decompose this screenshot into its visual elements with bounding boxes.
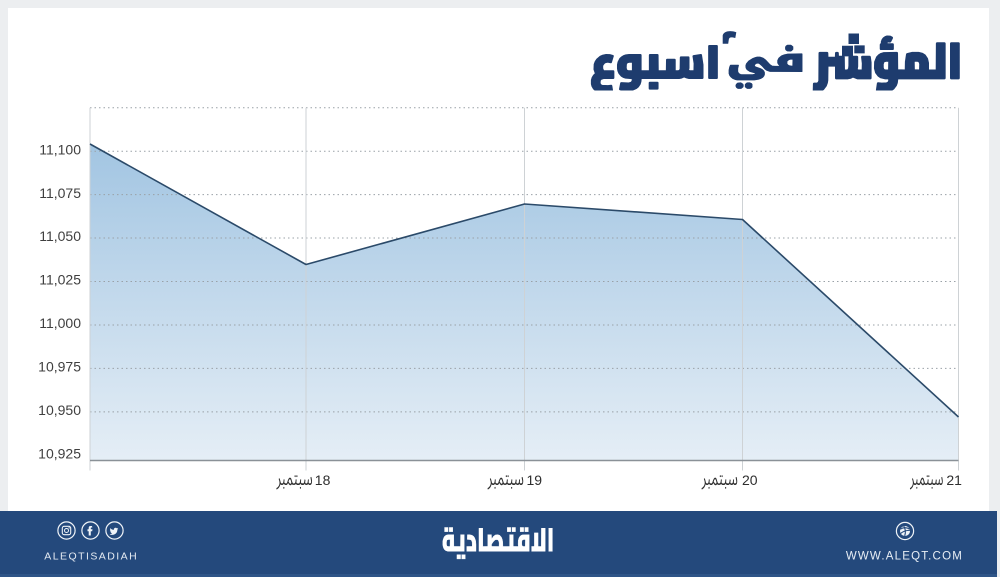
svg-text:11,025: 11,025 — [39, 272, 81, 288]
svg-text:19: 19 — [527, 472, 543, 488]
svg-text:10,925: 10,925 — [38, 446, 81, 462]
svg-text:11,000: 11,000 — [39, 315, 81, 331]
svg-text:21: 21 — [946, 472, 962, 488]
svg-text:10,975: 10,975 — [38, 359, 81, 375]
svg-text:20: 20 — [742, 472, 758, 488]
svg-text:18: 18 — [315, 472, 331, 488]
svg-text:ALEQTISADIAH: ALEQTISADIAH — [44, 551, 138, 563]
svg-text:11,050: 11,050 — [39, 228, 81, 244]
svg-text:11,100: 11,100 — [39, 142, 81, 158]
svg-text:10,950: 10,950 — [38, 402, 81, 418]
svg-text:11,075: 11,075 — [39, 185, 81, 201]
svg-text:WWW.ALEQT.COM: WWW.ALEQT.COM — [846, 551, 963, 563]
